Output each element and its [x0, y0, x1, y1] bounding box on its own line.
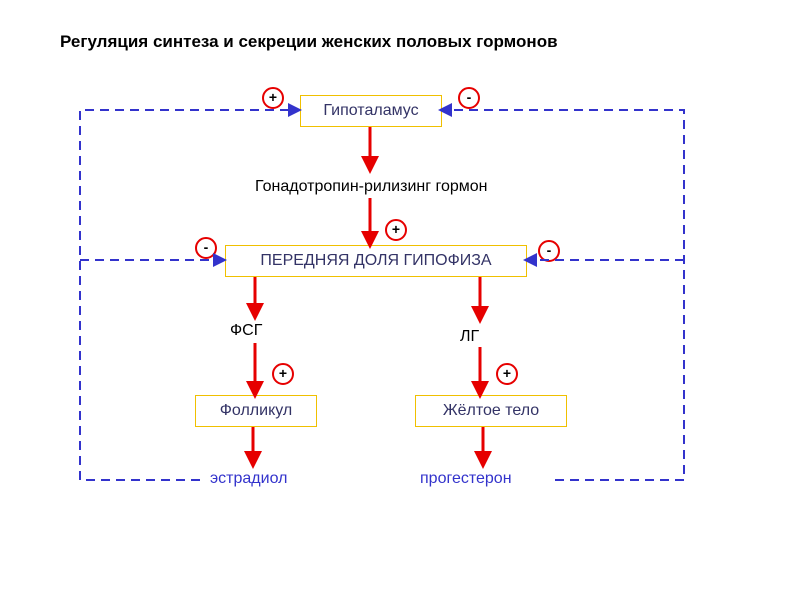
- label-lh: ЛГ: [460, 328, 479, 346]
- node-hypothalamus-label: Гипоталамус: [323, 102, 418, 120]
- sign-plus-hypothalamus-left: +: [262, 87, 284, 109]
- sign-plus-fsh: +: [272, 363, 294, 385]
- diagram-canvas: Регуляция синтеза и секреции женских пол…: [0, 0, 800, 600]
- label-fsh: ФСГ: [230, 322, 262, 340]
- node-pituitary: ПЕРЕДНЯЯ ДОЛЯ ГИПОФИЗА: [225, 245, 527, 277]
- sign-plus-gnrh: +: [385, 219, 407, 241]
- label-gnrh: Гонадотропин-рилизинг гормон: [255, 178, 488, 196]
- sign-minus-pituitary-left: -: [195, 237, 217, 259]
- node-pituitary-label: ПЕРЕДНЯЯ ДОЛЯ ГИПОФИЗА: [260, 252, 491, 270]
- node-corpus-label: Жёлтое тело: [443, 402, 539, 420]
- diagram-title: Регуляция синтеза и секреции женских пол…: [60, 32, 558, 52]
- label-progesterone: прогестерон: [420, 470, 512, 488]
- label-estradiol: эстрадиол: [210, 470, 287, 488]
- node-follicle-label: Фолликул: [220, 402, 292, 420]
- sign-minus-pituitary-right: -: [538, 240, 560, 262]
- node-follicle: Фолликул: [195, 395, 317, 427]
- node-hypothalamus: Гипоталамус: [300, 95, 442, 127]
- node-corpus-luteum: Жёлтое тело: [415, 395, 567, 427]
- sign-plus-lh: +: [496, 363, 518, 385]
- arrows-layer: [0, 0, 800, 600]
- sign-minus-hypothalamus-right: -: [458, 87, 480, 109]
